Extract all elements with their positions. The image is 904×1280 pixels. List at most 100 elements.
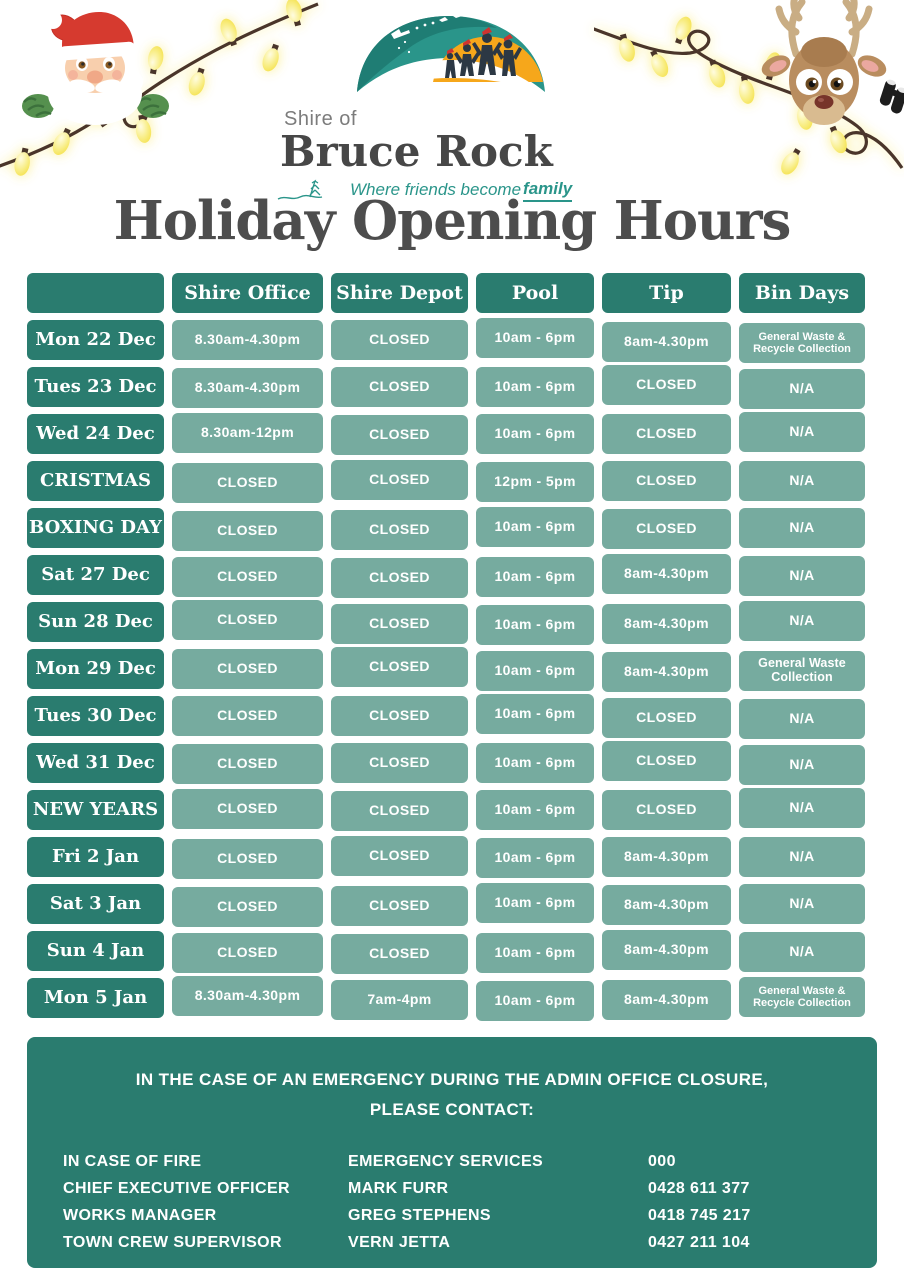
- depot-cell: CLOSED: [331, 604, 468, 644]
- depot-cell: CLOSED: [331, 934, 468, 974]
- footer-heading-line2: PLEASE CONTACT:: [369, 1099, 535, 1119]
- table-row: Fri 2 Jan CLOSED CLOSED 10am - 6pm 8am-4.30p…: [27, 836, 877, 879]
- contact-phone: 0428 611 377: [648, 1180, 750, 1197]
- tree-squiggle-icon: [277, 179, 323, 200]
- pool-cell: 10am - 6pm: [476, 605, 594, 645]
- office-cell: CLOSED: [172, 557, 323, 597]
- day-cell: BOXING DAY: [27, 508, 164, 548]
- pool-cell: 10am - 6pm: [476, 414, 594, 454]
- table-row: NEW YEARS CLOSED CLOSED 10am - 6pm CLOSED N/A: [27, 788, 877, 831]
- table-header-row: Shire Office Shire Depot Pool Tip Bin Days: [27, 273, 877, 313]
- table-body: Mon 22 Dec 8.30am-4.30pm CLOSED 10am - 6pm 8…: [27, 318, 877, 1021]
- depot-cell: CLOSED: [331, 320, 468, 360]
- depot-cell: CLOSED: [331, 460, 468, 500]
- tip-cell: 8am-4.30pm: [602, 604, 731, 644]
- day-cell: Sat 3 Jan: [27, 884, 164, 924]
- tip-cell: CLOSED: [602, 414, 731, 454]
- bins-cell: N/A: [739, 884, 865, 924]
- day-cell: Tues 30 Dec: [27, 696, 164, 736]
- tip-cell: 8am-4.30pm: [602, 652, 731, 692]
- bins-cell: N/A: [739, 932, 865, 972]
- day-cell: Wed 31 Dec: [27, 743, 164, 783]
- table-row: BOXING DAY CLOSED CLOSED 10am - 6pm CLOSED N/…: [27, 507, 877, 551]
- contact-row: CHIEF EXECUTIVE OFFICER MARK FURR 0428 611…: [27, 1176, 877, 1203]
- footer-heading: IN THE CASE OF AN EMERGENCY DURING THE A…: [27, 1065, 877, 1125]
- logo-tagline: Where friends become family: [276, 175, 632, 205]
- logo-name: Bruce Rock: [280, 127, 553, 176]
- day-cell: Fri 2 Jan: [27, 837, 164, 877]
- pool-cell: 10am - 6pm: [476, 790, 594, 830]
- office-cell: CLOSED: [172, 839, 323, 879]
- tip-cell: CLOSED: [602, 461, 731, 501]
- bins-cell: N/A: [739, 556, 865, 596]
- pool-cell: 10am - 6pm: [476, 883, 594, 923]
- bins-cell: General Waste Collection: [739, 651, 865, 691]
- pool-cell: 10am - 6pm: [476, 743, 594, 783]
- tip-cell: CLOSED: [602, 365, 731, 405]
- tip-cell: CLOSED: [602, 741, 731, 781]
- depot-cell: CLOSED: [331, 886, 468, 926]
- logo-arch-icon: [357, 13, 545, 94]
- tip-cell: CLOSED: [602, 790, 731, 830]
- contact-name: EMERGENCY SERVICES: [348, 1153, 544, 1170]
- page-title: Holiday Opening Hours: [113, 190, 792, 252]
- contact-name: VERN JETTA: [348, 1234, 451, 1251]
- column-header-tip: Tip: [602, 273, 731, 313]
- contact-phone: 000: [648, 1153, 676, 1170]
- office-cell: CLOSED: [172, 463, 323, 503]
- contact-role: WORKS MANAGER: [63, 1207, 217, 1224]
- table-row: Mon 22 Dec 8.30am-4.30pm CLOSED 10am - 6pm 8…: [27, 318, 877, 363]
- tip-cell: 8am-4.30pm: [602, 930, 731, 970]
- table-row: Tues 23 Dec 8.30am-4.30pm CLOSED 10am - 6pm…: [27, 365, 877, 409]
- day-cell: Sat 27 Dec: [27, 555, 164, 595]
- depot-cell: 7am-4pm: [331, 980, 468, 1020]
- day-cell: Mon 5 Jan: [27, 978, 164, 1018]
- contact-role: CHIEF EXECUTIVE OFFICER: [63, 1180, 290, 1197]
- tagline-prefix: Where friends become: [350, 180, 522, 199]
- tip-cell: 8am-4.30pm: [602, 322, 731, 362]
- family-figures-icon: [445, 27, 522, 78]
- contact-row: WORKS MANAGER GREG STEPHENS 0418 745 217: [27, 1203, 877, 1230]
- tip-cell: 8am-4.30pm: [602, 885, 731, 925]
- reindeer-icon: [761, 0, 904, 125]
- bins-cell: N/A: [739, 837, 865, 877]
- pool-cell: 10am - 6pm: [476, 981, 594, 1021]
- day-cell: CRISTMAS: [27, 461, 164, 501]
- column-header-shire-depot: Shire Depot: [331, 273, 468, 313]
- table-row: Sun 4 Jan CLOSED CLOSED 10am - 6pm 8am-4.30p…: [27, 930, 877, 974]
- bins-cell: General Waste & Recycle Collection: [739, 323, 865, 363]
- pool-cell: 12pm - 5pm: [476, 462, 594, 502]
- pool-cell: 10am - 6pm: [476, 367, 594, 407]
- footer-heading-line1: IN THE CASE OF AN EMERGENCY DURING THE A…: [135, 1070, 769, 1089]
- emergency-footer: IN THE CASE OF AN EMERGENCY DURING THE A…: [27, 1037, 877, 1268]
- title-band: Holiday Opening Hours: [0, 186, 904, 276]
- office-cell: 8.30am-4.30pm: [172, 976, 323, 1016]
- tip-cell: 8am-4.30pm: [602, 554, 731, 594]
- logo: Shire of Bruce Rock Where friends become…: [272, 8, 632, 205]
- binoculars-icon: [879, 79, 904, 114]
- table-row: Wed 31 Dec CLOSED CLOSED 10am - 6pm CLOSED N/…: [27, 741, 877, 785]
- office-cell: CLOSED: [172, 600, 323, 640]
- depot-cell: CLOSED: [331, 510, 468, 550]
- office-cell: CLOSED: [172, 744, 323, 784]
- table-row: Mon 29 Dec CLOSED CLOSED 10am - 6pm 8am-4.30…: [27, 647, 877, 692]
- antlers-icon: [775, 0, 873, 58]
- table-row: Sat 3 Jan CLOSED CLOSED 10am - 6pm 8am-4.30p…: [27, 883, 877, 927]
- depot-cell: CLOSED: [331, 791, 468, 831]
- table-row: Sat 27 Dec CLOSED CLOSED 10am - 6pm 8am-4.30…: [27, 554, 877, 598]
- table-row: Sun 28 Dec CLOSED CLOSED 10am - 6pm 8am-4.30…: [27, 600, 877, 645]
- pool-cell: 10am - 6pm: [476, 651, 594, 691]
- column-header-pool: Pool: [476, 273, 594, 313]
- column-header-shire-office: Shire Office: [172, 273, 323, 313]
- bins-cell: General Waste & Recycle Collection: [739, 977, 865, 1017]
- day-cell: Wed 24 Dec: [27, 414, 164, 454]
- office-cell: 8.30am-12pm: [172, 413, 323, 453]
- contact-role: IN CASE OF FIRE: [63, 1153, 202, 1170]
- bins-cell: N/A: [739, 745, 865, 785]
- table-row: Mon 5 Jan 8.30am-4.30pm 7am-4pm 10am - 6pm 8…: [27, 976, 877, 1021]
- pool-cell: 10am - 6pm: [476, 318, 594, 358]
- depot-cell: CLOSED: [331, 367, 468, 407]
- pool-cell: 10am - 6pm: [476, 838, 594, 878]
- depot-cell: CLOSED: [331, 415, 468, 455]
